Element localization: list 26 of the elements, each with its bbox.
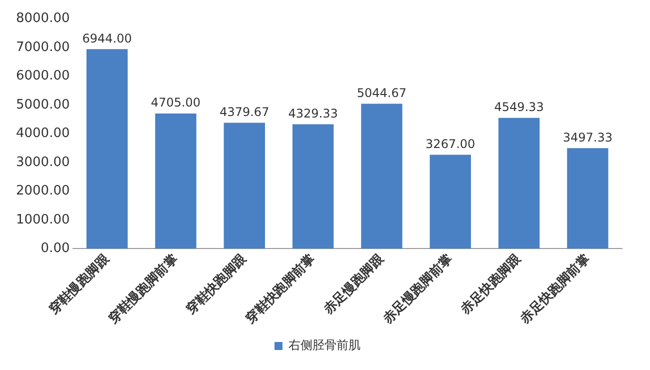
bar: [224, 122, 265, 249]
y-tick-label: 7000.00: [16, 40, 70, 55]
y-tick-label: 6000.00: [16, 68, 70, 84]
data-label: 4705.00: [150, 96, 201, 110]
y-tick-label: 4000.00: [16, 126, 70, 142]
bar: [86, 49, 128, 249]
data-label: 4549.33: [494, 100, 544, 114]
bar: [292, 124, 334, 249]
y-tick-label: 3000.00: [16, 154, 70, 170]
y-tick-label: 2000.00: [16, 184, 70, 199]
y-tick-label: 8000.00: [16, 11, 70, 26]
y-tick-label: 1000.00: [16, 212, 70, 228]
data-label: 5044.67: [356, 86, 407, 100]
data-label: 3267.00: [426, 136, 476, 151]
data-label: 6944.00: [82, 31, 132, 46]
data-label: 3497.33: [562, 130, 612, 144]
y-tick-label: 0.00: [40, 240, 70, 256]
bar: [430, 154, 471, 249]
bar: [567, 148, 608, 249]
y-tick-label: 5000.00: [16, 97, 70, 112]
bar: [155, 113, 196, 249]
bar: [361, 104, 402, 249]
bar: [498, 118, 540, 249]
data-label: 4379.67: [220, 104, 270, 119]
data-label: 4329.33: [288, 106, 338, 120]
legend-label: 右侧胫骨前肌: [288, 338, 360, 352]
